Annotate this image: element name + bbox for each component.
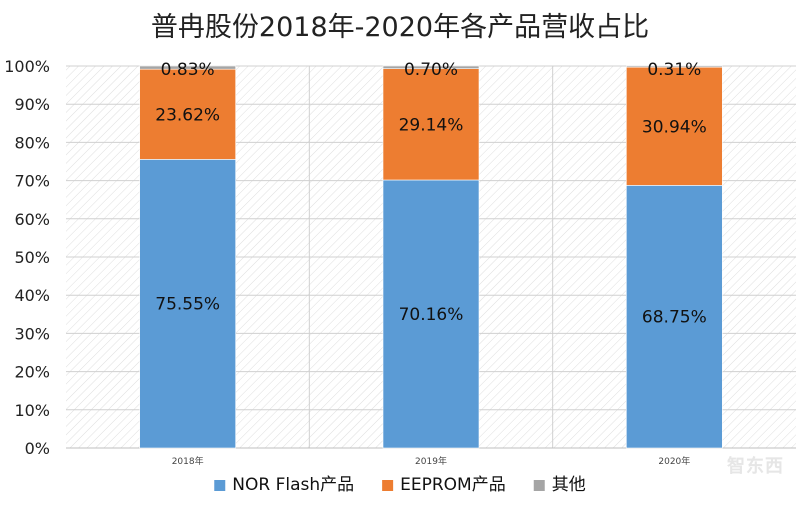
x-tick-label: 2020年 [658,455,690,467]
x-axis: 2018年 2019年 2020年 [172,455,691,467]
bar-segment [382,68,480,181]
bar-segment [139,159,236,449]
legend-swatch [533,480,545,491]
y-tick-label: 90% [14,95,50,114]
x-tick-label: 2018年 [172,455,204,467]
data-label: 0.70% [404,60,458,80]
data-label: 0.31% [647,60,701,80]
bar-segment [626,66,723,186]
x-tick-label: 2019年 [415,455,447,467]
bars [139,65,723,449]
bar-segment [139,68,236,160]
y-tick-label: 30% [14,324,50,343]
legend-item: 其他 [533,475,586,495]
data-label: 29.14% [399,115,464,135]
bar-segment [626,65,723,68]
y-tick-label: 0% [25,439,50,458]
bar-segment [626,185,723,449]
y-axis: 0% 10% 20% 30% 40% 50% 60% 70% 80% 90% 100% [4,57,50,458]
data-label: 0.83% [161,60,215,80]
y-tick-label: 40% [14,286,50,305]
legend: NOR Flash产品 EEPROM产品 其他 [214,475,586,495]
chart-title: 普冉股份2018年-2020年各产品营收占比 [151,12,649,43]
legend-label: NOR Flash产品 [232,475,354,495]
data-label: 30.94% [642,117,707,137]
data-label: 23.62% [155,105,220,125]
data-labels: 75.55% 23.62% 0.83% 70.16% 29.14% 0.70% 68.75%… [155,60,706,328]
y-tick-label: 100% [4,57,50,76]
y-tick-label: 10% [14,401,50,420]
y-tick-label: 20% [14,363,50,382]
y-tick-label: 70% [14,172,50,191]
bar-segment [382,65,480,69]
y-tick-label: 50% [14,248,50,267]
data-label: 75.55% [155,295,220,315]
data-label: 70.16% [399,305,464,325]
legend-item: EEPROM产品 [382,475,506,495]
y-tick-label: 60% [14,210,50,229]
legend-label: EEPROM产品 [400,475,506,495]
bar-segment [382,179,480,449]
legend-item: NOR Flash产品 [214,475,354,495]
y-tick-label: 80% [14,133,50,152]
legend-swatch [382,480,394,491]
legend-label: 其他 [552,475,586,495]
legend-swatch [214,480,226,491]
watermark-logo: 智东西 [727,456,784,477]
data-label: 68.75% [642,308,707,328]
bar-segment [139,65,236,70]
